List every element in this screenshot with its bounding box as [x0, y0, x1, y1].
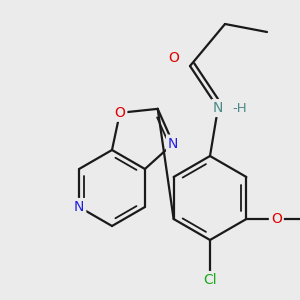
Text: Cl: Cl: [203, 273, 217, 287]
Text: N: N: [74, 200, 84, 214]
Text: O: O: [115, 106, 125, 120]
Text: O: O: [271, 212, 282, 226]
Text: -H: -H: [232, 101, 247, 115]
Text: N: N: [213, 101, 223, 115]
Text: O: O: [169, 51, 179, 65]
Text: N: N: [168, 136, 178, 151]
